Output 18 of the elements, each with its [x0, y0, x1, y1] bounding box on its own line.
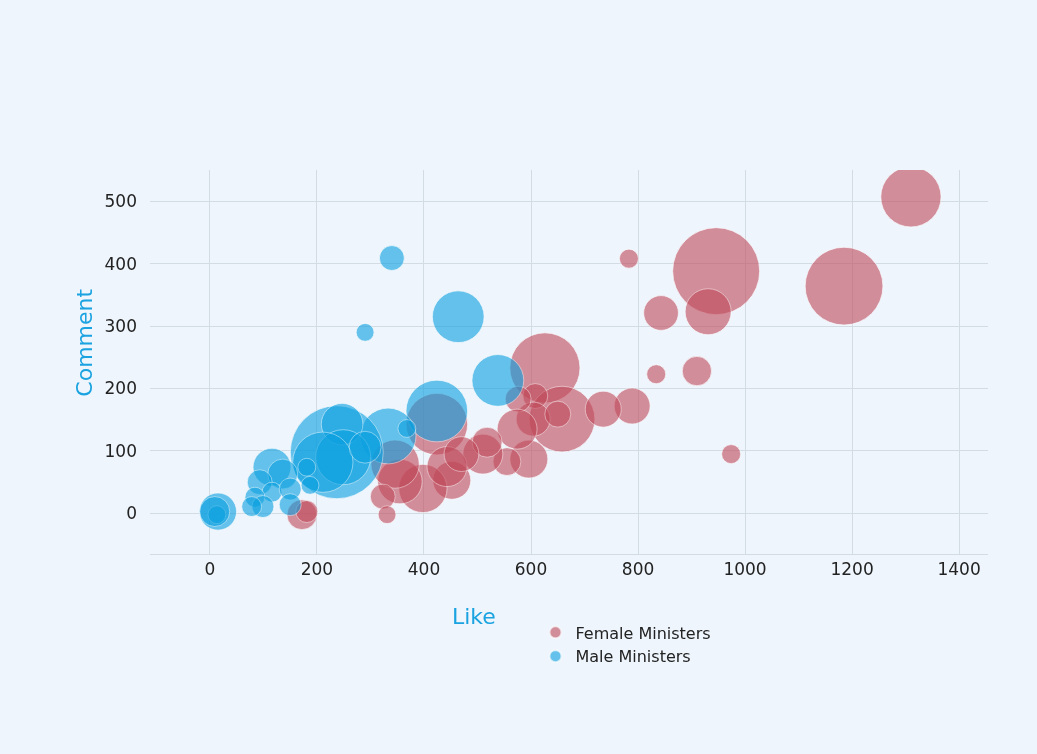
legend-label: Male Ministers: [575, 647, 691, 667]
x-axis-title: Like: [452, 604, 496, 629]
x-tick-label: 1400: [937, 559, 981, 580]
x-tick-label: 1000: [723, 559, 767, 580]
x-tick-label: 0: [204, 559, 216, 580]
y-tick-label: 500: [104, 191, 137, 212]
x-tick-label: 600: [514, 559, 548, 580]
y-tick-label: 300: [104, 316, 137, 337]
x-tick-label: 400: [407, 559, 441, 580]
x-tick-label: 200: [300, 559, 334, 580]
legend-label: Female Ministers: [575, 623, 711, 643]
y-tick-label: 400: [104, 253, 137, 274]
x-tick-label: 1200: [830, 559, 874, 580]
y-axis-title: Comment: [72, 288, 98, 397]
y-tick-label: 200: [104, 378, 137, 399]
y-tick-label: 0: [126, 503, 137, 524]
x-tick-label: 800: [621, 559, 655, 580]
y-tick-label: 100: [104, 440, 137, 461]
